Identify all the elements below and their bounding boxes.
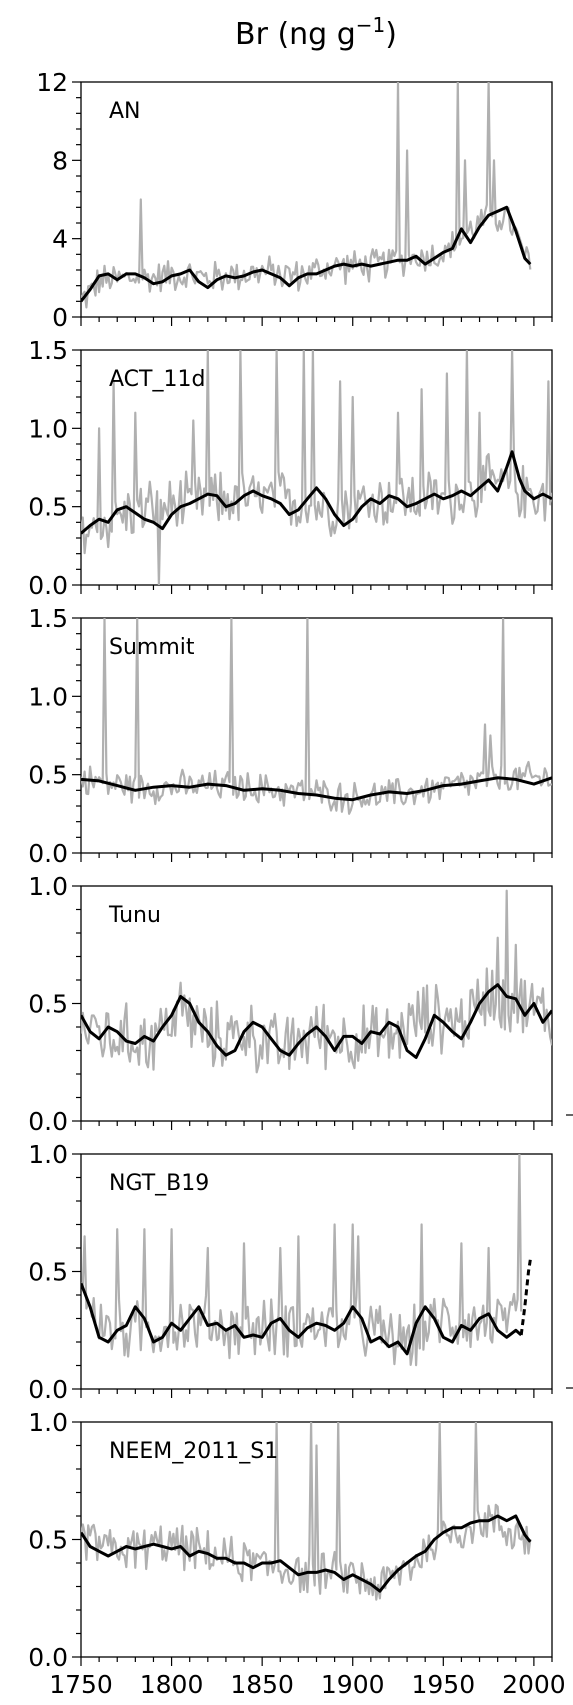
panel-an: AN 0 4 8 12 [36, 68, 553, 332]
figure-title: Br (ng g−1) [235, 13, 397, 52]
smoothed-series-line [81, 1282, 523, 1356]
y-tick-label: 0.0 [28, 1107, 68, 1136]
panels: AN 0 4 8 12 ACT_11d 0.0 0.5 1.0 1.5 Summit 0.0 0.5 1.… [28, 68, 573, 1699]
panel-act-11d: ACT_11d 0.0 0.5 1.0 1.5 [28, 336, 553, 600]
smoothed-series-line [81, 983, 552, 1059]
raw-series-line [81, 350, 552, 585]
smoothed-series-line [81, 1514, 532, 1593]
y-tick-label: 0.5 [28, 1258, 68, 1287]
panel-label: ACT_11d [109, 367, 205, 392]
panel-tunu: Tunu 0.0 0.5 1.0 [28, 872, 553, 1136]
y-tick-label: 1.0 [28, 872, 68, 901]
raw-series-line [81, 1422, 532, 1601]
smoothed-series-dashed-extension [519, 1259, 532, 1336]
panel-label: Summit [109, 635, 195, 660]
y-tick-label: 0 [52, 303, 68, 332]
panel-summit: Summit 0.0 0.5 1.0 1.5 [28, 604, 553, 868]
y-tick-label: 0.5 [28, 761, 68, 790]
y-tick-label: 0.0 [28, 571, 68, 600]
x-tick-label: 1900 [321, 1670, 385, 1699]
title-main: Br (ng g [235, 17, 356, 52]
y-tick-label: 0.5 [28, 1526, 68, 1555]
raw-series-line [81, 889, 552, 1074]
raw-series-line [81, 1154, 523, 1367]
x-tick-label: 1950 [411, 1670, 475, 1699]
y-tick-label: 4 [52, 225, 68, 254]
y-tick-label: 0.0 [28, 1375, 68, 1404]
raw-series-line [81, 82, 532, 309]
panel-label: NGT_B19 [109, 1171, 209, 1196]
y-tick-label: 0.0 [28, 1643, 68, 1672]
panel-ngt-b19: NGT_B19 0.0 0.5 1.0 [28, 1140, 553, 1404]
x-tick-label: 1750 [49, 1670, 113, 1699]
panel-label: AN [109, 99, 141, 124]
y-tick-label: 1.0 [28, 1408, 68, 1437]
x-tick-label: 1850 [230, 1670, 294, 1699]
y-tick-label: 1.0 [28, 682, 68, 711]
smoothed-series-line [81, 776, 552, 802]
y-tick-label: 1.0 [28, 1140, 68, 1169]
y-tick-label: 1.5 [28, 336, 68, 365]
y-tick-label: 0.0 [28, 839, 68, 868]
panel-frame [80, 617, 553, 854]
panel-neem-2011-s1: NEEM_2011_S1 0.0 0.5 1.0 1750 1800 1850 1900 195… [28, 1408, 565, 1699]
x-tick-label: 2000 [502, 1670, 566, 1699]
y-tick-label: 0.5 [28, 493, 68, 522]
title-superscript: −1 [356, 13, 385, 37]
smoothed-series-line [81, 205, 532, 303]
x-tick-label: 1800 [140, 1670, 204, 1699]
panel-label: NEEM_2011_S1 [109, 1439, 278, 1464]
y-tick-label: 8 [52, 146, 68, 175]
title-close: ) [385, 17, 397, 52]
panel-label: Tunu [108, 903, 161, 928]
y-tick-label: 1.0 [28, 414, 68, 443]
y-tick-label: 12 [36, 68, 68, 97]
smoothed-series-line [81, 450, 552, 535]
y-tick-label: 0.5 [28, 990, 68, 1019]
y-tick-label: 1.5 [28, 604, 68, 633]
